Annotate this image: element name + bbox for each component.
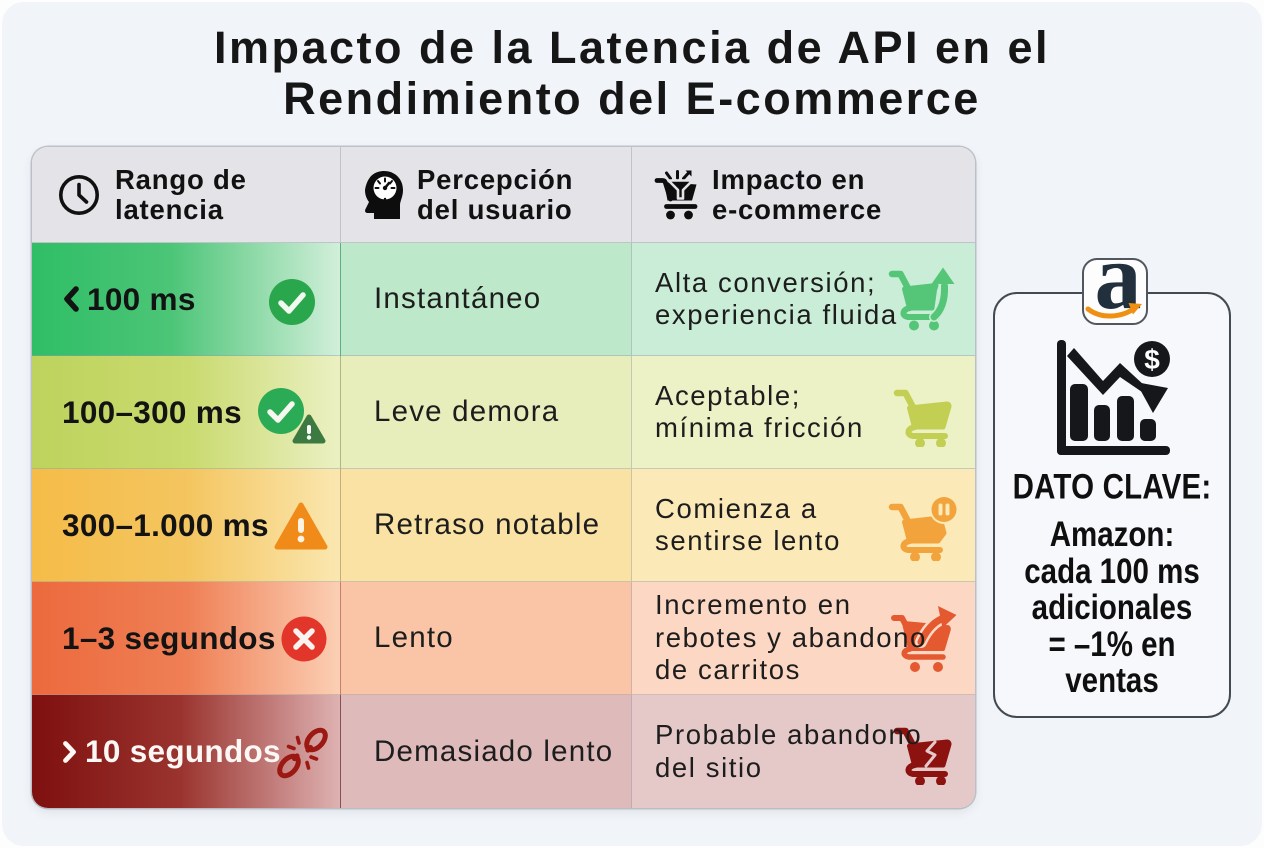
svg-text:$: $ [1144, 344, 1160, 375]
